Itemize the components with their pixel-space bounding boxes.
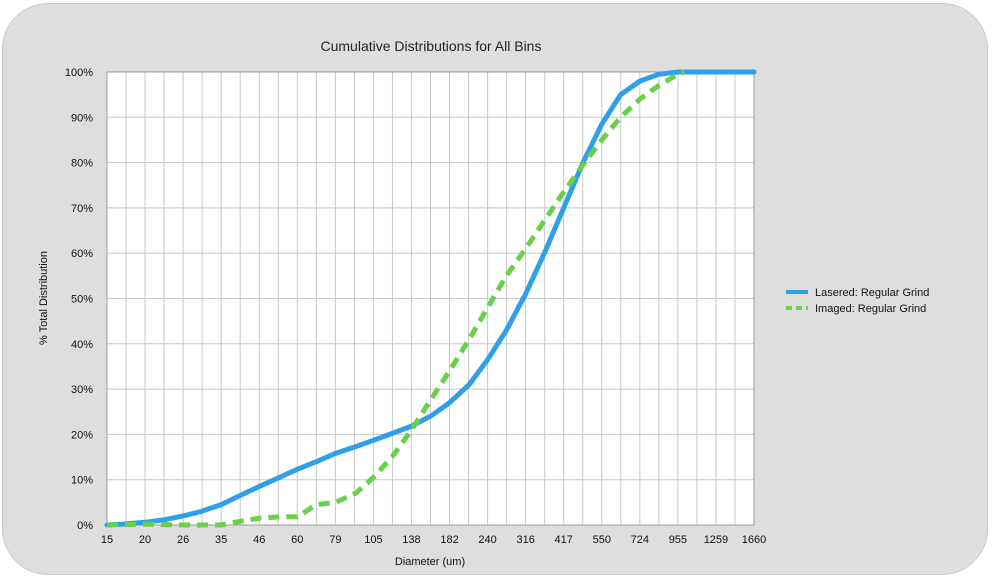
x-tick-label: 20 — [139, 534, 151, 546]
x-axis-label: Diameter (um) — [395, 556, 465, 568]
y-tick-label: 60% — [71, 248, 93, 260]
legend-label: Imaged: Regular Grind — [815, 303, 926, 315]
x-tick-label: 15 — [101, 534, 113, 546]
y-tick-label: 10% — [71, 475, 93, 487]
x-tick-label: 79 — [329, 534, 341, 546]
y-tick-label: 70% — [71, 203, 93, 215]
x-tick-label: 316 — [516, 534, 534, 546]
x-tick-label: 724 — [631, 534, 649, 546]
x-tick-label: 1259 — [704, 534, 728, 546]
series-line-imaged — [106, 69, 686, 528]
y-tick-label: 100% — [65, 67, 93, 79]
y-tick-labels: 0% 10% 20% 30% 40% 50% 60% 70% 80% 90% 100% — [65, 67, 93, 532]
legend-label: Lasered: Regular Grind — [815, 287, 929, 299]
legend: Lasered: Regular Grind Imaged: Regular Gr… — [786, 287, 929, 315]
series-line-lasered — [104, 69, 757, 528]
x-tick-label: 60 — [291, 534, 303, 546]
y-tick-label: 50% — [71, 294, 93, 306]
x-tick-label: 182 — [440, 534, 458, 546]
x-tick-label: 35 — [215, 534, 227, 546]
series-lines — [104, 69, 757, 528]
y-tick-label: 30% — [71, 384, 93, 396]
x-tick-label: 240 — [478, 534, 496, 546]
x-tick-label: 138 — [402, 534, 420, 546]
x-tick-label: 550 — [593, 534, 611, 546]
y-tick-label: 40% — [71, 339, 93, 351]
x-tick-label: 955 — [669, 534, 687, 546]
x-tick-label: 46 — [253, 534, 265, 546]
y-axis-label: % Total Distribution — [38, 251, 50, 345]
y-tick-label: 0% — [77, 520, 93, 532]
x-tick-label: 26 — [177, 534, 189, 546]
x-tick-label: 417 — [555, 534, 573, 546]
y-tick-label: 80% — [71, 158, 93, 170]
y-tick-label: 20% — [71, 429, 93, 441]
plot-border — [106, 71, 755, 526]
y-tick-label: 90% — [71, 112, 93, 124]
x-tick-label: 1660 — [742, 534, 766, 546]
chart-title: Cumulative Distributions for All Bins — [320, 38, 542, 54]
x-tick-labels: 15 20 26 35 46 60 79 105 138 182 240 316 417 550 724 95… — [101, 534, 766, 546]
x-tick-label: 105 — [364, 534, 382, 546]
